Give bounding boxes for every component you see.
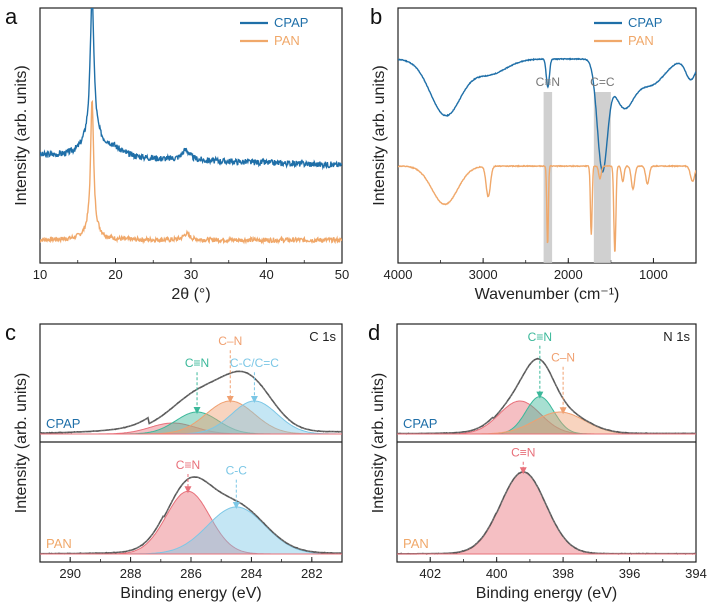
band-label: C≡N (536, 75, 560, 89)
highlight-band (543, 92, 553, 263)
panel-letter: b (370, 4, 382, 29)
plot-area (40, 8, 342, 245)
legend-label: CPAP (628, 15, 662, 30)
annotation-arrowhead (193, 407, 201, 414)
x-tick-label: 40 (259, 267, 273, 282)
x-tick-label: 4000 (384, 267, 413, 282)
x-tick-label: 288 (120, 566, 142, 581)
x-tick-label: 30 (184, 267, 198, 282)
series-line-pan (40, 99, 342, 245)
x-tick-label: 290 (59, 566, 81, 581)
annotation-arrowhead (226, 396, 234, 403)
panel-letter: d (368, 320, 380, 345)
x-tick-label: 396 (619, 566, 641, 581)
x-tick-label: 20 (108, 267, 122, 282)
annotation-label: C–N (218, 334, 242, 348)
y-axis-label: Intensity (arb. units) (13, 65, 30, 206)
x-axis-label: Binding energy (eV) (120, 585, 261, 602)
x-axis-label: 2θ (°) (171, 286, 210, 303)
x-tick-label: 284 (241, 566, 263, 581)
panel-letter: a (5, 4, 18, 29)
x-tick-label: 402 (419, 566, 441, 581)
series-line-cpap (398, 57, 696, 174)
corner-label: C 1s (309, 329, 336, 344)
plot-area (398, 57, 696, 263)
raw-data-line (397, 357, 696, 435)
y-axis-label: Intensity (arb. units) (370, 373, 387, 514)
sample-label: CPAP (46, 416, 80, 431)
x-axis-label: Binding energy (eV) (476, 585, 617, 602)
x-tick-label: 400 (486, 566, 508, 581)
component-peak-orange (397, 411, 696, 435)
legend-label: PAN (628, 33, 654, 48)
x-tick-label: 282 (301, 566, 323, 581)
y-axis-label: Intensity (arb. units) (13, 373, 30, 514)
plot-area (40, 370, 342, 555)
x-tick-label: 50 (335, 267, 349, 282)
annotation-label: C-C (226, 464, 248, 478)
sample-label: PAN (46, 536, 72, 551)
panel-a: 10 20 30 40 50 2θ (°) Intensity (arb. units) a C… (5, 4, 349, 303)
plot-area (397, 357, 696, 555)
x-tick-label: 3000 (469, 267, 498, 282)
panel-letter: c (5, 320, 16, 345)
annotation-label: C≡N (528, 330, 552, 344)
annotation-arrowhead (250, 396, 258, 403)
x-tick-label: 398 (552, 566, 574, 581)
panel-d: 402 400 398 396 394 Binding energy (eV) Intens… (368, 320, 707, 602)
annotation-label: C–N (551, 351, 575, 365)
annotation-arrowhead (536, 391, 544, 399)
annotation-arrowhead (559, 407, 567, 415)
annotation-label: C≡N (185, 356, 209, 370)
annotation-label: C-C/C=C (230, 356, 279, 370)
annotation-label: C≡N (176, 458, 200, 472)
component-peak-red (397, 471, 696, 555)
panel-c: 290 288 286 284 282 Binding energy (eV) Intens… (5, 320, 343, 602)
band-label: C=C (590, 75, 615, 89)
y-axis-label: Intensity (arb. units) (371, 65, 388, 206)
panel-b: 4000 3000 2000 1000 Wavenumber (cm⁻¹) Intensi… (370, 4, 697, 303)
sample-label: PAN (403, 536, 429, 551)
x-tick-label: 1000 (639, 267, 668, 282)
series-line-pan (398, 164, 696, 252)
x-axis-label: Wavenumber (cm⁻¹) (475, 286, 620, 303)
sample-label: CPAP (403, 416, 437, 431)
raw-data-line (40, 370, 342, 435)
legend-label: CPAP (274, 15, 308, 30)
series-line-cpap (40, 8, 342, 171)
annotation-arrowhead (519, 467, 527, 475)
annotation-arrowhead (232, 501, 240, 509)
x-tick-label: 10 (33, 267, 47, 282)
x-tick-label: 2000 (554, 267, 583, 282)
plot-frame (396, 323, 697, 563)
legend-label: PAN (274, 33, 300, 48)
raw-data-line (40, 476, 342, 555)
corner-label: N 1s (663, 329, 690, 344)
annotation-label: C≡N (511, 446, 535, 460)
annotation-arrowhead (184, 486, 192, 494)
x-tick-label: 286 (180, 566, 202, 581)
x-tick-label: 394 (685, 566, 707, 581)
